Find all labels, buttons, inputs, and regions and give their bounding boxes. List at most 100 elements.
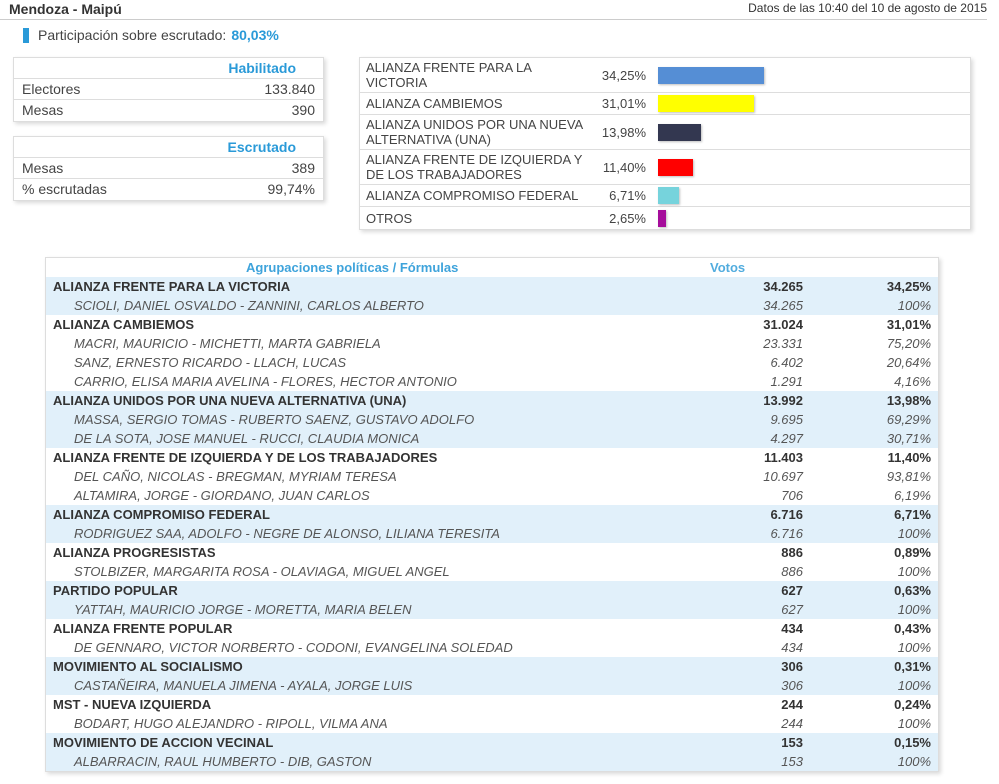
party-votes: 886: [781, 545, 803, 560]
party-row: ALIANZA CAMBIEMOS 31.024 31,01%: [46, 315, 938, 334]
formula-votes: 306: [781, 678, 803, 693]
party-votes: 31.024: [763, 317, 803, 332]
bar-track: [658, 95, 755, 112]
formula-votes: 23.331: [763, 336, 803, 351]
formula-percent: 4,16%: [894, 374, 931, 389]
party-bar: [658, 209, 667, 227]
formula-name: MASSA, SERGIO TOMAS - RUBERTO SAENZ, GUS…: [74, 412, 475, 427]
formula-name: DEL CAÑO, NICOLAS - BREGMAN, MYRIAM TERE…: [74, 469, 397, 484]
party-name: ALIANZA PROGRESISTAS: [53, 545, 216, 560]
formula-row: CARRIO, ELISA MARIA AVELINA - FLORES, HE…: [46, 372, 938, 391]
party-percent: 6,71%: [894, 507, 931, 522]
formula-name: CARRIO, ELISA MARIA AVELINA - FLORES, HE…: [74, 374, 457, 389]
party-bar: [658, 66, 765, 84]
party-label: ALIANZA FRENTE DE IZQUIERDA Y DE LOS TRA…: [366, 152, 583, 182]
formula-percent: 100%: [897, 602, 931, 617]
formula-row: MACRI, MAURICIO - MICHETTI, MARTA GABRIE…: [46, 334, 938, 353]
party-percent: 13,98%: [601, 124, 646, 140]
header-divider: [0, 19, 987, 20]
bar-track: [658, 187, 679, 204]
row-label: Electores: [22, 81, 81, 97]
formula-row: ALTAMIRA, JORGE - GIORDANO, JUAN CARLOS 7…: [46, 486, 938, 505]
party-bar: [658, 187, 679, 204]
party-percent: 34,25%: [601, 67, 646, 83]
formula-percent: 100%: [897, 640, 931, 655]
participation-marker-icon: [23, 27, 29, 43]
party-votes: 153: [781, 735, 803, 750]
party-percent: 34,25%: [886, 279, 931, 294]
summary-row: ALIANZA CAMBIEMOS 31,01%: [360, 93, 970, 115]
page-title: Mendoza - Maipú: [9, 1, 122, 17]
party-percent: 13,98%: [886, 393, 931, 408]
formula-votes: 153: [781, 754, 803, 769]
table-row: Mesas 389: [14, 158, 323, 179]
row-label: Mesas: [22, 102, 64, 118]
formula-votes: 6.716: [770, 526, 803, 541]
party-row: ALIANZA FRENTE POPULAR 434 0,43%: [46, 619, 938, 638]
party-percent: 0,63%: [894, 583, 931, 598]
party-label: ALIANZA UNIDOS POR UNA NUEVA ALTERNATIVA…: [366, 117, 583, 147]
summary-row: ALIANZA FRENTE PARA LA VICTORIA 34,25%: [360, 58, 970, 93]
formula-votes: 886: [781, 564, 803, 579]
formula-votes: 4.297: [770, 431, 803, 446]
party-bar: [658, 158, 694, 176]
party-label: ALIANZA CAMBIEMOS: [366, 96, 503, 111]
party-bar: [658, 123, 702, 141]
col-header-agrupaciones: Agrupaciones políticas / Fórmulas: [246, 260, 459, 275]
formula-percent: 100%: [897, 678, 931, 693]
formula-votes: 706: [781, 488, 803, 503]
party-votes: 627: [781, 583, 803, 598]
summary-row: OTROS 2,65%: [360, 207, 970, 229]
participation-value: 80,03%: [231, 27, 279, 43]
party-name: ALIANZA UNIDOS POR UNA NUEVA ALTERNATIVA…: [53, 393, 407, 408]
formula-row: SCIOLI, DANIEL OSVALDO - ZANNINI, CARLOS…: [46, 296, 938, 315]
formula-name: YATTAH, MAURICIO JORGE - MORETTA, MARIA …: [74, 602, 412, 617]
party-percent: 0,43%: [894, 621, 931, 636]
formula-votes: 6.402: [770, 355, 803, 370]
formula-name: DE LA SOTA, JOSE MANUEL - RUCCI, CLAUDIA…: [74, 431, 420, 446]
table-row: Electores 133.840: [14, 79, 323, 100]
summary-row: ALIANZA UNIDOS POR UNA NUEVA ALTERNATIVA…: [360, 115, 970, 150]
party-votes: 6.716: [770, 507, 803, 522]
formula-percent: 100%: [897, 298, 931, 313]
formula-name: SANZ, ERNESTO RICARDO - LLACH, LUCAS: [74, 355, 347, 370]
formula-votes: 244: [781, 716, 803, 731]
bar-track: [658, 158, 694, 176]
formula-name: CASTAÑEIRA, MANUELA JIMENA - AYALA, JORG…: [74, 678, 413, 693]
party-label: ALIANZA COMPROMISO FEDERAL: [366, 188, 579, 203]
summary-bar-table: ALIANZA FRENTE PARA LA VICTORIA 34,25% ALI…: [359, 57, 971, 230]
formula-name: ALBARRACIN, RAUL HUMBERTO - DIB, GASTON: [74, 754, 372, 769]
party-row: ALIANZA COMPROMISO FEDERAL 6.716 6,71%: [46, 505, 938, 524]
formula-row: STOLBIZER, MARGARITA ROSA - OLAVIAGA, MI…: [46, 562, 938, 581]
party-percent: 0,89%: [894, 545, 931, 560]
formula-row: SANZ, ERNESTO RICARDO - LLACH, LUCAS 6.40…: [46, 353, 938, 372]
summary-row: ALIANZA FRENTE DE IZQUIERDA Y DE LOS TRA…: [360, 150, 970, 185]
party-name: ALIANZA COMPROMISO FEDERAL: [53, 507, 270, 522]
party-votes: 434: [781, 621, 803, 636]
bar-track: [658, 209, 667, 227]
formula-row: DE LA SOTA, JOSE MANUEL - RUCCI, CLAUDIA…: [46, 429, 938, 448]
party-row: PARTIDO POPULAR 627 0,63%: [46, 581, 938, 600]
formula-row: YATTAH, MAURICIO JORGE - MORETTA, MARIA …: [46, 600, 938, 619]
formula-votes: 1.291: [770, 374, 803, 389]
bar-track: [658, 123, 702, 141]
habilitado-table: Habilitado Electores 133.840 Mesas 390: [13, 57, 324, 122]
col-header-votos-label: Votos: [710, 260, 746, 275]
formula-percent: 100%: [897, 526, 931, 541]
formula-percent: 100%: [897, 716, 931, 731]
formula-name: SCIOLI, DANIEL OSVALDO - ZANNINI, CARLOS…: [74, 298, 424, 313]
party-votes: 34.265: [763, 279, 803, 294]
party-percent: 11,40%: [887, 450, 931, 465]
formula-votes: 10.697: [763, 469, 803, 484]
formula-name: MACRI, MAURICIO - MICHETTI, MARTA GABRIE…: [74, 336, 381, 351]
row-value: 390: [291, 102, 315, 118]
party-label: ALIANZA FRENTE PARA LA VICTORIA: [366, 60, 532, 90]
formula-name: BODART, HUGO ALEJANDRO - RIPOLL, VILMA A…: [74, 716, 388, 731]
row-value: 133.840: [264, 81, 315, 97]
party-votes: 306: [781, 659, 803, 674]
formula-row: CASTAÑEIRA, MANUELA JIMENA - AYALA, JORG…: [46, 676, 938, 695]
formula-votes: 627: [781, 602, 803, 617]
formula-row: RODRIGUEZ SAA, ADOLFO - NEGRE DE ALONSO,…: [46, 524, 938, 543]
habilitado-header: Habilitado: [14, 58, 323, 79]
row-value: 99,74%: [267, 181, 315, 197]
